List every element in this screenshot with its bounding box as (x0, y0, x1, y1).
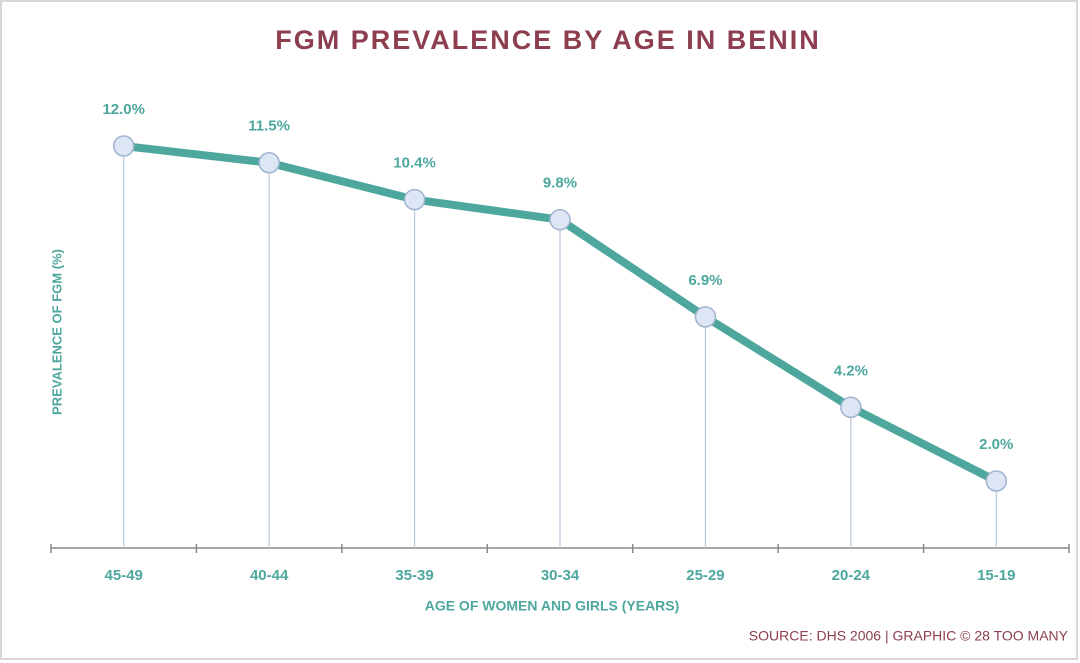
x-tick-label: 25-29 (686, 567, 724, 584)
x-tick-label: 30-34 (541, 567, 580, 584)
point (694, 306, 717, 328)
data-label: 2.0% (979, 436, 1013, 453)
x-tick-label: 15-19 (977, 567, 1015, 584)
x-tick-label: 35-39 (395, 567, 433, 584)
point (403, 188, 426, 211)
x-tick-label: 40-44 (250, 567, 289, 584)
point (985, 470, 1008, 492)
chart-title: FGM PREVALENCE BY AGE IN BENIN (275, 25, 821, 55)
data-label: 4.2% (834, 362, 868, 379)
source: SOURCE: DHS 2006 | GRAPHIC © 28 TOO MANY (749, 628, 1069, 644)
y-axis-label: PREVALENCE OF FGM (%) (49, 249, 64, 415)
data-label: 6.9% (688, 272, 722, 289)
data-label: 11.5% (248, 118, 290, 135)
x-tick-label: 20-24 (832, 567, 871, 584)
point (258, 152, 280, 174)
data-label: 9.8% (543, 175, 577, 192)
point (840, 396, 862, 419)
point (112, 135, 135, 157)
data-label: 12.0% (102, 101, 145, 118)
data-label: 10.4% (393, 155, 436, 172)
point (549, 208, 571, 231)
x-axis-label: AGE OF WOMEN AND GIRLS (YEARS) (425, 598, 680, 614)
x-tick-label: 45-49 (105, 567, 143, 584)
